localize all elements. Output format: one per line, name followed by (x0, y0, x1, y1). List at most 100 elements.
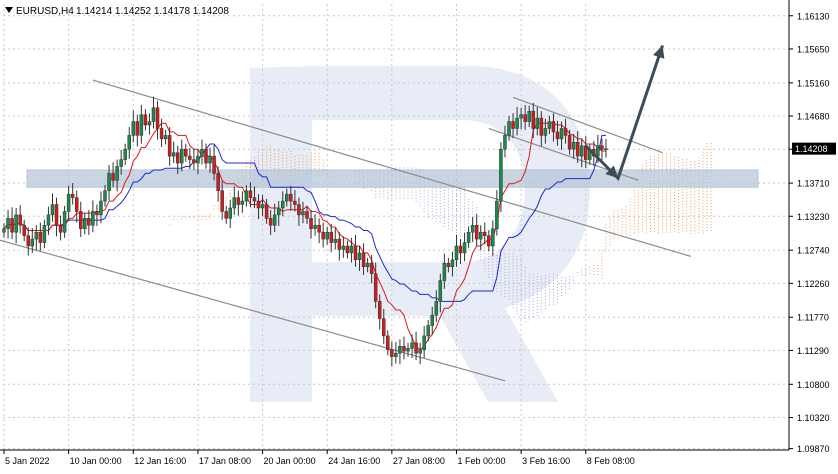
candle-body (527, 110, 531, 122)
candle-body (83, 218, 87, 229)
time-tick-label: 3 Feb 16:00 (522, 456, 570, 466)
candle-body (511, 121, 515, 129)
candle-body (503, 135, 507, 150)
tenkan-series (3, 122, 606, 351)
forecast-arrow (584, 45, 665, 182)
price-tick-label: 1.13710 (797, 179, 830, 189)
candle-body (232, 197, 237, 209)
candle-body (341, 245, 346, 250)
candle-body (563, 128, 568, 136)
candle-body (159, 128, 164, 140)
candle-body (42, 225, 47, 243)
candles (2, 96, 608, 367)
candle-body (499, 148, 503, 202)
candle-body (337, 238, 342, 250)
candle-body (305, 211, 309, 219)
candle-body (155, 107, 160, 129)
candle-body (228, 207, 232, 219)
candle-body (236, 197, 241, 205)
channel-line (92, 79, 691, 257)
candle-body (175, 152, 180, 164)
candle-body (50, 204, 55, 216)
candle-body (91, 211, 95, 226)
candle-body (188, 155, 192, 160)
candle-body (462, 242, 467, 254)
candle-body (10, 218, 14, 233)
candle-body (357, 252, 362, 261)
candle-body (131, 121, 136, 136)
candle-body (264, 204, 269, 219)
candle-body (523, 114, 527, 122)
candle-body (260, 204, 265, 209)
chart-menu-icon[interactable] (5, 7, 13, 13)
candle-body (184, 148, 188, 157)
candle-body (2, 228, 6, 233)
candle-body (575, 142, 580, 157)
candle-body (438, 280, 443, 302)
candle-body (446, 263, 451, 268)
candle-body (87, 218, 91, 226)
candle-body (329, 231, 333, 243)
candle-body (30, 238, 35, 247)
candle-body (38, 231, 43, 243)
candle-body (325, 231, 329, 240)
time-tick-label: 27 Jan 08:00 (393, 456, 445, 466)
support-zone-band (26, 169, 759, 188)
candle-body (345, 245, 350, 254)
candle-body (394, 352, 398, 357)
candle-body (139, 114, 144, 136)
channel-line (512, 96, 663, 154)
candle-body (34, 231, 39, 240)
price-tick-label: 1.15160 (797, 78, 830, 88)
candle-body (147, 121, 152, 126)
candle-body (79, 211, 83, 229)
time-tick-label: 24 Jan 16:00 (328, 456, 380, 466)
candle-body (204, 148, 208, 164)
candle-body (135, 121, 140, 136)
candle-body (567, 135, 572, 150)
current-price-tag: 1.14208 (792, 142, 836, 155)
candle-body (123, 148, 127, 160)
candle-body (539, 117, 544, 136)
candle-body (418, 349, 422, 354)
candle-body (353, 245, 358, 261)
candle-body (115, 166, 119, 181)
candle-body (600, 145, 604, 150)
candle-body (398, 346, 402, 354)
candle-body (414, 342, 418, 354)
candle-body (390, 349, 394, 357)
candle-body (386, 335, 390, 350)
candle-body (483, 231, 487, 236)
candle-body (309, 218, 313, 229)
price-tick-label: 1.10320 (797, 413, 830, 423)
candle-body (361, 252, 366, 268)
watermark-stem (250, 66, 312, 402)
candle-body (487, 235, 491, 247)
candle-body (252, 197, 257, 202)
time-tick-label: 10 Jan 00:00 (70, 456, 122, 466)
candle-body (466, 231, 471, 243)
candle-body (163, 135, 168, 140)
candle-body (70, 193, 75, 198)
candle-body (66, 193, 71, 212)
candle-body (268, 218, 273, 226)
candle-body (519, 114, 523, 119)
candle-body (365, 263, 370, 268)
candle-body (450, 259, 455, 268)
candle-body (426, 325, 430, 337)
candle-body (531, 110, 535, 129)
candle-body (119, 159, 123, 167)
candle-body (58, 225, 63, 233)
price-tick-label: 1.10800 (797, 380, 830, 390)
candle-body (596, 145, 600, 157)
candle-body (180, 148, 184, 164)
candle-body (212, 155, 216, 174)
time-tick-label: 5 Jan 2022 (5, 456, 50, 466)
candle-body (555, 131, 560, 140)
ohlc-label: 1.14214 1.14252 1.14178 1.14208 (76, 6, 229, 17)
kijun-line (3, 134, 606, 302)
candle-body (349, 245, 354, 254)
candle-body (434, 301, 439, 316)
